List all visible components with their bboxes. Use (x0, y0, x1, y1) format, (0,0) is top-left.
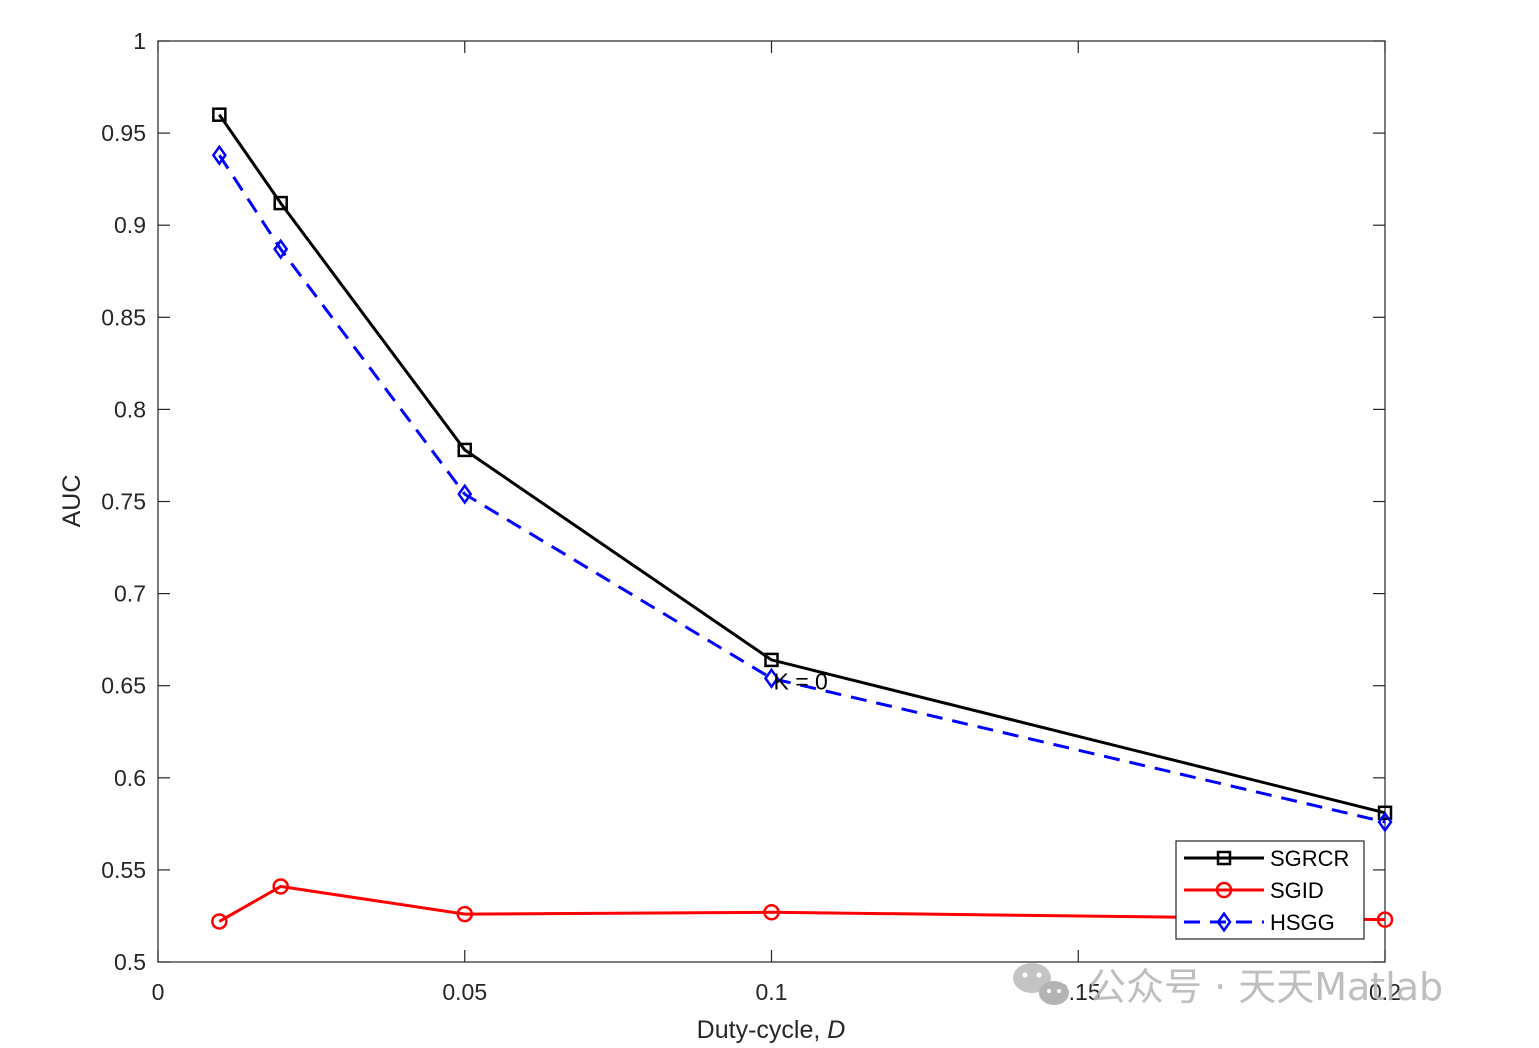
data-point (456, 905, 473, 923)
series-line (218, 113, 1386, 815)
data-point (272, 878, 289, 895)
watermark-text: 公众号 · 天天Matlab (1088, 965, 1443, 1009)
legend-marker (1216, 911, 1232, 933)
series-hsgg (211, 144, 1393, 833)
y-tick-label: 0.6 (114, 765, 146, 791)
legend-label: HSGG (1270, 910, 1335, 935)
y-tick-label: 0.85 (101, 304, 146, 330)
y-tick-label: 0.95 (101, 120, 146, 146)
legend: SGRCR SGID HSGG (1175, 840, 1365, 940)
data-point (212, 107, 227, 122)
y-tick-label: 0.5 (114, 949, 146, 975)
data-point (1377, 805, 1393, 821)
data-point (211, 913, 228, 930)
legend-marker (1215, 881, 1233, 899)
series-line (218, 154, 1386, 824)
wechat-icon (1013, 963, 1069, 1005)
data-point (273, 195, 288, 211)
legend-marker (1216, 850, 1232, 866)
data-point (763, 904, 780, 921)
x-axis-label-text: Duty-cycle, (697, 1016, 828, 1044)
data-point (457, 442, 472, 458)
y-tick-label: 0.65 (101, 673, 146, 699)
y-tick-label: 0.55 (101, 857, 146, 883)
legend-item-sgrcr: SGRCR (1184, 846, 1349, 871)
legend-label: SGID (1270, 878, 1324, 903)
legend-item-hsgg: HSGG (1184, 910, 1335, 935)
series-line (218, 884, 1386, 923)
y-tick-label: 1 (133, 28, 146, 54)
data-point (764, 652, 779, 668)
data-point (1377, 811, 1393, 833)
watermark: 公众号 · 天天Matlab (1013, 963, 1443, 1009)
plot-area (157, 40, 1386, 963)
y-tick-label: 0.8 (114, 396, 146, 422)
y-axis-label: AUC (58, 475, 86, 528)
x-axis-label: Duty-cycle, D (697, 1016, 846, 1044)
x-tick-label: 0 (152, 979, 165, 1005)
axis-ticks: 0 0.05 0.1 0.15 0.20.50.550.60.650.70.750.80… (101, 28, 1401, 1005)
y-tick-label: 0.75 (101, 489, 146, 515)
data-point (763, 667, 780, 689)
x-axis-label-variable: D (827, 1016, 845, 1044)
data-point (1376, 911, 1394, 928)
data-point (211, 144, 227, 166)
data-point (457, 483, 473, 505)
x-tick-label: 0.1 (756, 979, 788, 1005)
data-point (273, 238, 289, 260)
y-tick-label: 0.7 (114, 581, 146, 607)
series-layer (211, 107, 1394, 930)
series-sgrcr (212, 107, 1393, 821)
annotation-label: K = 0 (774, 669, 828, 695)
legend-item-sgid: SGID (1184, 878, 1324, 903)
legend-label: SGRCR (1270, 846, 1349, 871)
series-sgid (211, 878, 1394, 930)
y-tick-label: 0.9 (114, 212, 146, 238)
x-tick-label: 0.05 (442, 979, 487, 1005)
x-tick-label: 0.2 (1369, 979, 1401, 1005)
annotation-layer: K = 0 (774, 669, 828, 695)
